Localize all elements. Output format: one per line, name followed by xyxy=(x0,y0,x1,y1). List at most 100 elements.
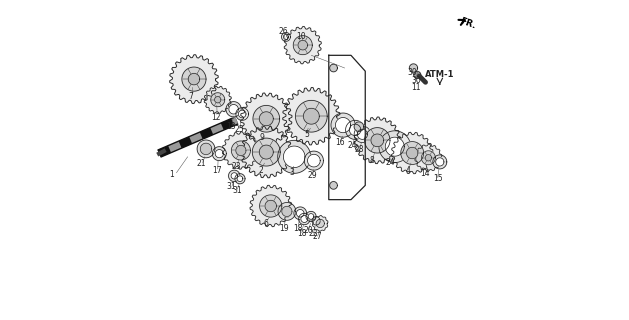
Polygon shape xyxy=(433,155,447,169)
Text: 6: 6 xyxy=(264,219,269,228)
Polygon shape xyxy=(253,106,280,132)
Text: 27: 27 xyxy=(313,232,323,241)
Text: 17: 17 xyxy=(213,166,222,175)
Polygon shape xyxy=(226,102,242,117)
Text: 30: 30 xyxy=(411,76,421,85)
Text: 16: 16 xyxy=(336,138,345,147)
Text: 23: 23 xyxy=(232,162,242,171)
Text: 9: 9 xyxy=(260,133,265,142)
Polygon shape xyxy=(259,112,273,126)
Polygon shape xyxy=(170,55,218,103)
Polygon shape xyxy=(284,34,289,39)
Text: 18: 18 xyxy=(293,224,303,233)
Polygon shape xyxy=(237,176,243,181)
Polygon shape xyxy=(282,32,291,41)
Polygon shape xyxy=(331,113,355,137)
Polygon shape xyxy=(215,149,223,158)
Polygon shape xyxy=(354,117,401,164)
Polygon shape xyxy=(260,195,282,217)
Text: 4: 4 xyxy=(406,166,411,175)
Text: 25: 25 xyxy=(234,125,244,134)
Text: 3: 3 xyxy=(290,168,295,177)
Polygon shape xyxy=(228,170,240,181)
Polygon shape xyxy=(421,151,435,165)
Polygon shape xyxy=(296,210,304,217)
Text: 18: 18 xyxy=(297,229,306,238)
Polygon shape xyxy=(345,120,365,140)
Polygon shape xyxy=(284,27,321,64)
Polygon shape xyxy=(293,36,312,55)
Polygon shape xyxy=(436,158,444,166)
Text: ATM-1: ATM-1 xyxy=(425,70,455,79)
Text: 24: 24 xyxy=(347,141,357,150)
Polygon shape xyxy=(229,105,238,114)
Polygon shape xyxy=(282,206,292,216)
Polygon shape xyxy=(278,140,311,173)
Polygon shape xyxy=(231,141,250,160)
Polygon shape xyxy=(259,145,273,159)
Polygon shape xyxy=(308,154,320,167)
Polygon shape xyxy=(236,145,246,156)
Polygon shape xyxy=(391,132,433,174)
Polygon shape xyxy=(316,219,325,228)
Polygon shape xyxy=(298,40,308,50)
Polygon shape xyxy=(294,207,306,220)
Polygon shape xyxy=(415,144,442,172)
Text: 20: 20 xyxy=(304,226,314,235)
Polygon shape xyxy=(379,131,411,163)
Text: 28: 28 xyxy=(355,145,364,154)
Polygon shape xyxy=(213,147,226,161)
Text: 13: 13 xyxy=(226,122,237,131)
Polygon shape xyxy=(354,122,364,132)
Polygon shape xyxy=(265,200,276,212)
Polygon shape xyxy=(349,124,361,136)
Text: 2: 2 xyxy=(258,166,263,175)
Polygon shape xyxy=(414,71,421,78)
Text: 31: 31 xyxy=(226,182,237,191)
Polygon shape xyxy=(425,155,431,161)
Polygon shape xyxy=(299,213,310,225)
Polygon shape xyxy=(335,117,350,133)
Polygon shape xyxy=(330,64,337,72)
Text: 8: 8 xyxy=(370,156,375,164)
Polygon shape xyxy=(222,132,260,169)
Polygon shape xyxy=(236,108,248,120)
Text: 5: 5 xyxy=(304,130,309,139)
Polygon shape xyxy=(371,134,384,147)
Text: 26: 26 xyxy=(279,27,288,36)
Polygon shape xyxy=(284,146,305,168)
Polygon shape xyxy=(303,108,320,124)
Polygon shape xyxy=(252,138,281,166)
Text: 10: 10 xyxy=(296,32,306,41)
Polygon shape xyxy=(197,140,215,158)
Text: 15: 15 xyxy=(433,174,442,183)
Text: 19: 19 xyxy=(279,224,289,233)
Polygon shape xyxy=(214,97,221,103)
Polygon shape xyxy=(385,137,404,156)
Polygon shape xyxy=(330,181,337,189)
Polygon shape xyxy=(301,215,308,222)
Polygon shape xyxy=(211,93,225,107)
Polygon shape xyxy=(240,93,292,145)
Polygon shape xyxy=(313,216,328,231)
Text: 14: 14 xyxy=(420,170,430,179)
Polygon shape xyxy=(235,174,245,184)
Text: 11: 11 xyxy=(411,83,421,92)
Polygon shape xyxy=(238,110,246,118)
Polygon shape xyxy=(188,73,199,85)
Text: 31: 31 xyxy=(232,186,242,195)
Polygon shape xyxy=(409,64,418,72)
Polygon shape xyxy=(282,88,340,145)
Polygon shape xyxy=(308,214,314,219)
Text: 12: 12 xyxy=(211,113,220,122)
Text: 7: 7 xyxy=(188,92,193,101)
Text: FR.: FR. xyxy=(459,17,477,31)
Text: 29: 29 xyxy=(307,171,317,180)
Text: 21: 21 xyxy=(196,159,206,168)
Polygon shape xyxy=(357,129,367,140)
Polygon shape xyxy=(354,126,370,142)
Polygon shape xyxy=(200,143,212,155)
Polygon shape xyxy=(240,126,292,178)
Polygon shape xyxy=(296,100,327,132)
Polygon shape xyxy=(365,128,390,153)
